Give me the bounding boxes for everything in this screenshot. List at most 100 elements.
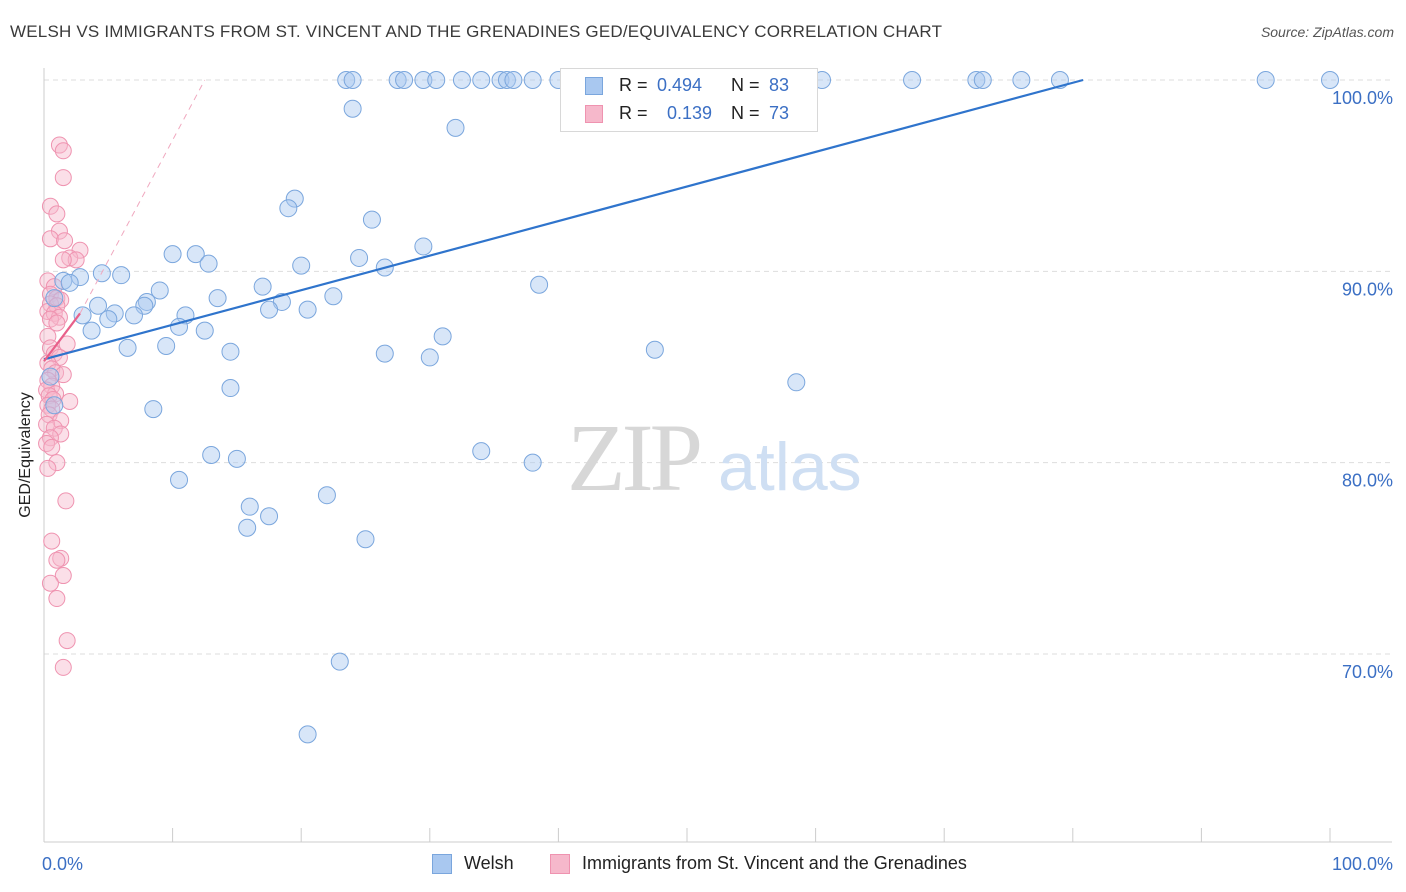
welsh-point [199,254,218,273]
immigrants-point [45,419,63,437]
welsh-point [324,287,343,306]
legend-label-welsh: Welsh [464,853,514,873]
welsh-point [41,367,60,386]
immigrants-swatch [585,105,603,123]
watermark-atlas: atlas [718,429,862,505]
welsh-swatch [585,77,603,95]
immigrants-point [56,232,74,250]
welsh-point [420,348,439,367]
immigrants-point [48,314,66,332]
welsh-point [240,497,259,516]
welsh-trend-line [43,78,1084,361]
welsh-point [414,71,433,89]
welsh-point [523,71,542,89]
welsh-point [433,327,452,346]
welsh-point [967,71,986,89]
welsh-point [427,71,446,89]
legend-r-value-welsh: 0.494 [657,75,703,95]
welsh-point [221,379,240,398]
welsh-point [787,373,806,392]
immigrants-point [52,425,70,443]
welsh-point [452,71,471,89]
legend-n-label: N = [731,103,760,123]
trend-lines [43,78,1084,362]
welsh-point [144,400,163,419]
y-axis-title: GED/Equivalency [17,392,34,517]
welsh-point [253,277,272,296]
immigrants-point [54,251,72,269]
welsh-point [186,245,205,264]
immigrants-point [48,551,66,569]
welsh-point [163,245,182,264]
welsh-point [221,342,240,361]
legend-r-label: R = [619,103,648,123]
welsh-point [1012,71,1031,89]
immigrants-point [54,658,72,676]
y-tick-label: 90.0% [1342,279,1393,299]
immigrants-point [41,230,59,248]
welsh-point [195,321,214,340]
immigrants-point [61,392,79,410]
welsh-point [285,189,304,208]
welsh-point [337,71,356,89]
welsh-point [279,199,298,218]
welsh-point [260,300,279,319]
welsh-point [118,338,137,357]
watermark-zip: ZIP [567,404,700,511]
welsh-point [343,99,362,118]
welsh-point [317,486,336,505]
welsh-point [150,281,169,300]
legend-n-label: N = [731,75,760,95]
immigrants-point [54,169,72,187]
immigrants-point [61,249,79,267]
immigrants-points [38,136,89,676]
legend-r-value-immigrants: 0.139 [667,103,713,123]
welsh-point [343,71,362,89]
welsh-point [238,518,257,537]
welsh-point [903,71,922,89]
welsh-point [54,271,73,290]
welsh-point [472,442,491,461]
legend-n-value-welsh: 83 [769,75,790,95]
welsh-point [645,340,664,359]
immigrants-trend-extension [79,79,206,314]
immigrants-point [67,251,85,269]
welsh-point [973,71,992,89]
welsh-point [362,210,381,229]
welsh-point [99,310,118,329]
welsh-point [1321,71,1339,89]
y-tick-label: 100.0% [1332,88,1393,108]
legend-r-label: R = [619,75,648,95]
immigrants-point [39,272,57,290]
welsh-point [125,306,144,325]
welsh-point [260,507,279,526]
immigrants-point [43,438,61,456]
welsh-point [414,237,433,256]
legend-label-immigrants: Immigrants from St. Vincent and the Gren… [582,853,967,873]
grid-lines [44,79,1390,655]
welsh-point [60,273,79,292]
welsh-point [350,248,369,267]
welsh-point [530,275,549,294]
welsh-point [208,289,227,308]
welsh-point [523,453,542,472]
welsh-point [112,266,131,285]
welsh-point [388,71,407,89]
welsh-point [472,71,491,89]
immigrants-swatch [550,854,570,874]
immigrants-point [41,574,59,592]
welsh-point [446,118,465,137]
legend-n-value-immigrants: 73 [769,103,790,123]
immigrants-point [38,415,56,433]
x-tick-label: 100.0% [1332,854,1393,874]
immigrants-point [54,366,72,384]
welsh-point [170,470,189,489]
y-tick-label: 70.0% [1342,662,1393,682]
welsh-point [292,256,311,275]
y-tick-label: 80.0% [1342,471,1393,491]
welsh-point [504,71,523,89]
axis-labels: 100.0% 90.0% 80.0% 70.0% 0.0% 100.0% GED/Equiv… [17,88,1393,874]
welsh-swatch [432,854,452,874]
welsh-point [73,306,92,325]
